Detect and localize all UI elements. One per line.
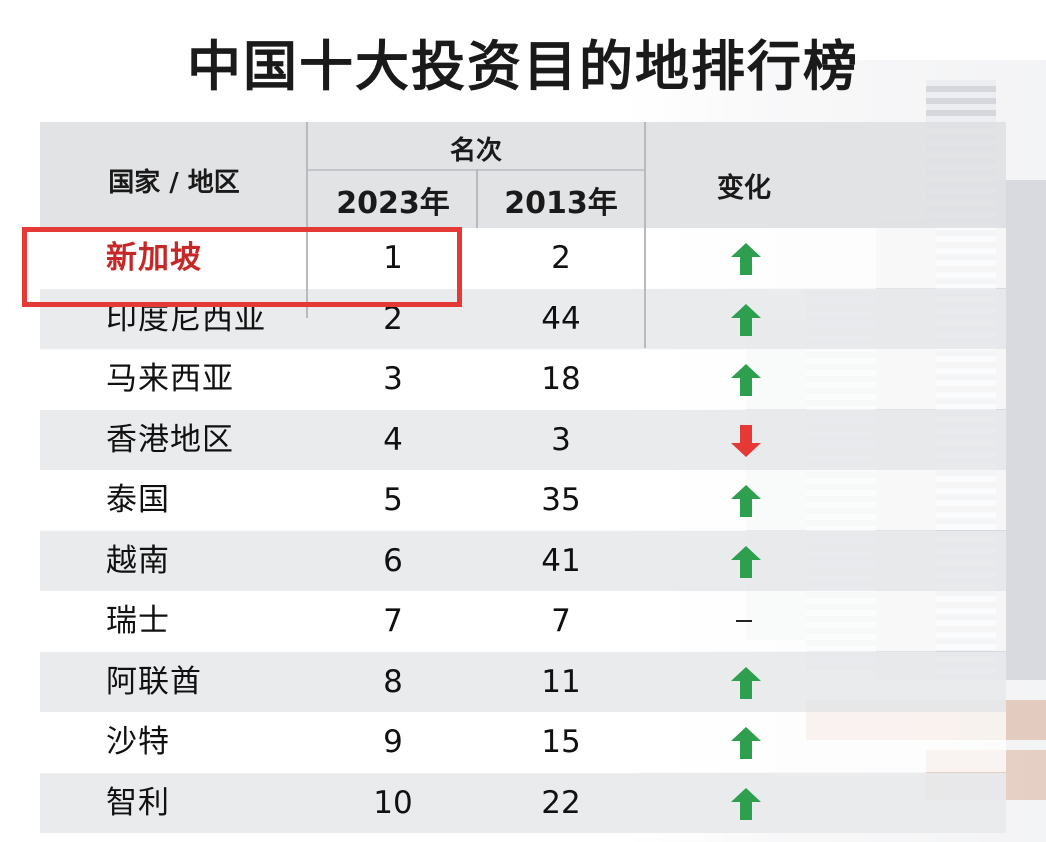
table-row: 沙特 9 15: [40, 712, 1006, 772]
arrow-up-icon: [731, 545, 761, 578]
change-cell: [644, 531, 844, 591]
arrow-down-icon: [731, 424, 761, 457]
rank-2023: 8: [383, 663, 403, 700]
header-rank-group: 名次: [449, 136, 502, 166]
country-name: 阿联酋: [106, 663, 202, 700]
change-cell: [644, 470, 844, 530]
table-header: 国家 / 地区 名次 2023年 2013年 变化: [40, 122, 1006, 228]
change-cell: [644, 349, 844, 409]
rank-2023: 3: [383, 361, 403, 397]
header-change: 变化: [717, 173, 771, 204]
arrow-up-icon: [731, 666, 761, 699]
rank-2013: 44: [541, 300, 581, 337]
rank-2023: 4: [383, 421, 403, 458]
header-2023: 2023年: [336, 186, 450, 221]
rank-2013: 11: [541, 663, 581, 700]
header-country: 国家 / 地区: [108, 168, 240, 198]
table-row: 新加坡 1 2: [40, 228, 1006, 288]
rank-2023: 6: [383, 542, 403, 579]
arrow-up-icon: [731, 243, 761, 275]
rank-2023: 7: [383, 603, 403, 639]
rank-2013: 22: [541, 784, 581, 821]
rank-2013: 41: [541, 542, 581, 579]
rank-2013: 35: [541, 482, 581, 518]
arrow-up-icon: [731, 364, 761, 396]
table-row: 香港地区 4 3: [40, 409, 1006, 470]
rank-2023: 1: [383, 240, 403, 276]
table-row: 越南 6 41: [40, 530, 1006, 591]
country-name: 瑞士: [106, 603, 170, 639]
rank-2013: 7: [551, 603, 571, 639]
table-row: 阿联酋 8 11: [40, 651, 1006, 712]
change-cell: [644, 712, 844, 772]
highlight-box: [22, 227, 462, 307]
country-name: 智利: [106, 784, 170, 821]
rank-2013: 18: [541, 361, 581, 397]
country-name: 香港地区: [106, 421, 234, 458]
rank-2013: 3: [551, 421, 571, 458]
rank-2013: 2: [551, 240, 571, 276]
change-cell: [644, 652, 844, 712]
table-row: 印度尼西亚 2 44: [40, 288, 1006, 349]
table-row: 智利 10 22: [40, 772, 1006, 833]
change-cell: [644, 228, 844, 288]
table-row: 瑞士 7 7: [40, 591, 1006, 651]
rank-2013: 15: [541, 724, 581, 760]
change-cell: [644, 773, 844, 833]
arrow-up-icon: [731, 303, 761, 336]
arrow-up-icon: [731, 787, 761, 820]
header-2013: 2013年: [504, 186, 618, 221]
table-row: 马来西亚 3 18: [40, 349, 1006, 409]
country-name: 泰国: [106, 482, 170, 518]
arrow-up-icon: [731, 727, 761, 759]
change-cell: [644, 289, 844, 349]
country-name: 越南: [106, 542, 170, 579]
rank-2023: 5: [383, 482, 403, 518]
change-cell: [644, 591, 844, 651]
rank-2023: 10: [373, 784, 413, 821]
rank-2023: 9: [383, 724, 403, 760]
change-cell: [644, 410, 844, 470]
rank-2023: 2: [383, 300, 403, 337]
country-name: 马来西亚: [106, 361, 234, 397]
dash-icon: [736, 620, 752, 622]
page-title: 中国十大投资目的地排行榜: [187, 35, 859, 98]
arrow-up-icon: [731, 485, 761, 517]
ranking-table: 国家 / 地区 名次 2023年 2013年 变化 新加坡 1 2 印度尼西亚 2 44 马…: [40, 122, 1006, 838]
country-name: 新加坡: [106, 240, 202, 276]
table-row: 泰国 5 35: [40, 470, 1006, 530]
country-name: 沙特: [106, 724, 170, 760]
